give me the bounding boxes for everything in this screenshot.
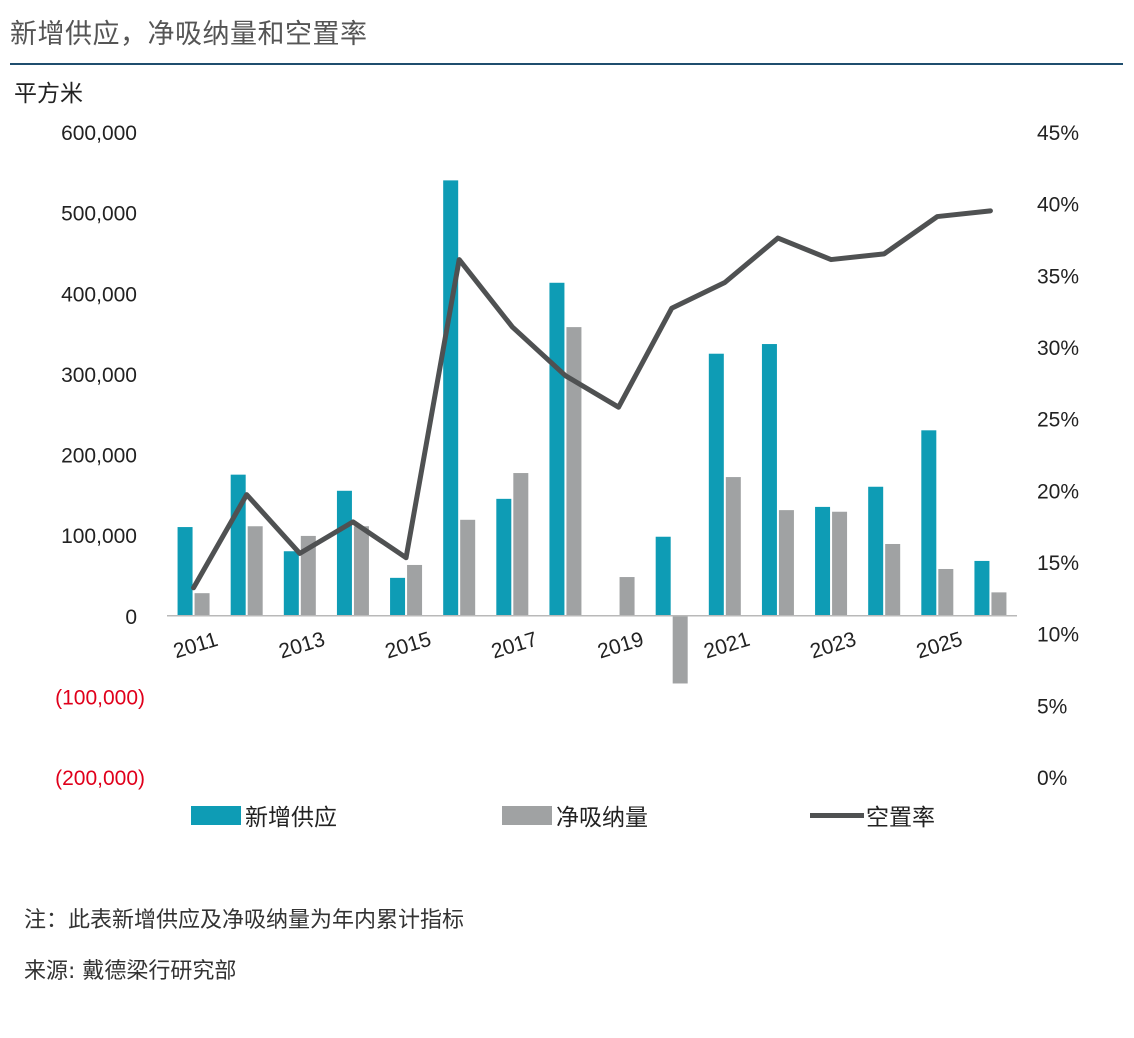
x-axis-tick-label: 2011 [171,628,221,663]
supply-bar [655,536,671,616]
supply-bar [815,506,831,616]
x-axis-tick-label: 2013 [276,628,327,664]
right-axis-tick-label: 35% [1037,265,1079,288]
absorption-bar [247,526,263,616]
supply-bar [177,527,193,616]
absorption-bar [353,526,369,616]
right-axis-tick-label: 30% [1037,337,1079,360]
absorption-bar [672,615,688,684]
vacancy-line [191,208,993,591]
supply-bar [761,344,777,616]
left-axis-tick-label: 100,000 [61,525,137,548]
right-axis-tick-label: 40% [1037,194,1079,217]
supply-bar [443,180,459,616]
absorption-bar [778,510,794,616]
left-axis-tick-label: (100,000) [55,686,145,709]
left-axis-tick-label: (200,000) [55,767,145,790]
supply-bar [230,474,246,616]
chart-title: 新增供应，净吸纳量和空置率 [10,19,368,50]
x-axis-tick-label: 2015 [382,628,433,664]
supply-bar [974,560,990,616]
absorption-bar [407,564,423,616]
right-axis-tick-label: 0% [1037,767,1067,790]
supply-bar [921,430,937,616]
legend-item-absorption: 净吸纳量 [502,800,648,831]
supply-bar [868,486,884,616]
right-axis-tick-label: 15% [1037,552,1079,575]
source-note: 来源: 戴德梁行研究部 [24,959,237,984]
left-axis-tick-label: 200,000 [61,445,137,468]
absorption-bar [832,511,848,616]
y-axis-unit-label: 平方米 [14,81,83,107]
absorption-bar [300,535,316,616]
x-axis-tick-label: 2019 [595,628,646,664]
right-axis-tick-label: 45% [1037,122,1079,145]
x-axis-tick-label: 2021 [701,628,752,664]
absorption-bar [513,473,529,616]
legend-swatch-vacancy [810,812,864,818]
right-axis-tick-label: 20% [1037,480,1079,503]
absorption-bar [991,592,1007,616]
supply-bar [496,498,512,616]
right-axis-tick-label: 25% [1037,409,1079,432]
absorption-bar [885,543,901,616]
left-axis-tick-label: 300,000 [61,364,137,387]
x-axis-tick-label: 2025 [914,628,965,664]
legend-label-absorption: 净吸纳量 [556,805,648,831]
left-axis-tick-label: 600,000 [61,122,137,145]
footnote: 注：此表新增供应及净吸纳量为年内累计指标 [24,908,465,933]
right-axis-tick-label: 5% [1037,695,1067,718]
left-axis-tick-label: 400,000 [61,283,137,306]
x-axis-tick-label: 2017 [489,628,540,664]
absorption-bar [619,577,635,616]
supply-bar [390,577,406,616]
absorption-bar [725,477,741,616]
absorption-bar [194,593,210,616]
legend-item-supply: 新增供应 [191,800,337,831]
supply-bar [708,353,724,616]
left-axis-tick-label: 0 [125,606,137,629]
legend-item-vacancy: 空置率 [810,800,935,831]
absorption-bar [938,568,954,616]
supply-bar [336,490,352,616]
legend-swatch-absorption [502,805,552,825]
left-axis-tick-label: 500,000 [61,203,137,226]
title-divider [10,63,1123,65]
supply-bar [283,551,299,616]
absorption-bar [566,327,582,616]
right-axis-tick-label: 10% [1037,624,1079,647]
absorption-bar [460,519,476,616]
x-axis-tick-label: 2023 [807,628,858,664]
legend-swatch-supply [191,805,241,825]
supply-bar [549,282,565,616]
legend-label-supply: 新增供应 [245,805,337,831]
legend-label-vacancy: 空置率 [866,805,935,831]
